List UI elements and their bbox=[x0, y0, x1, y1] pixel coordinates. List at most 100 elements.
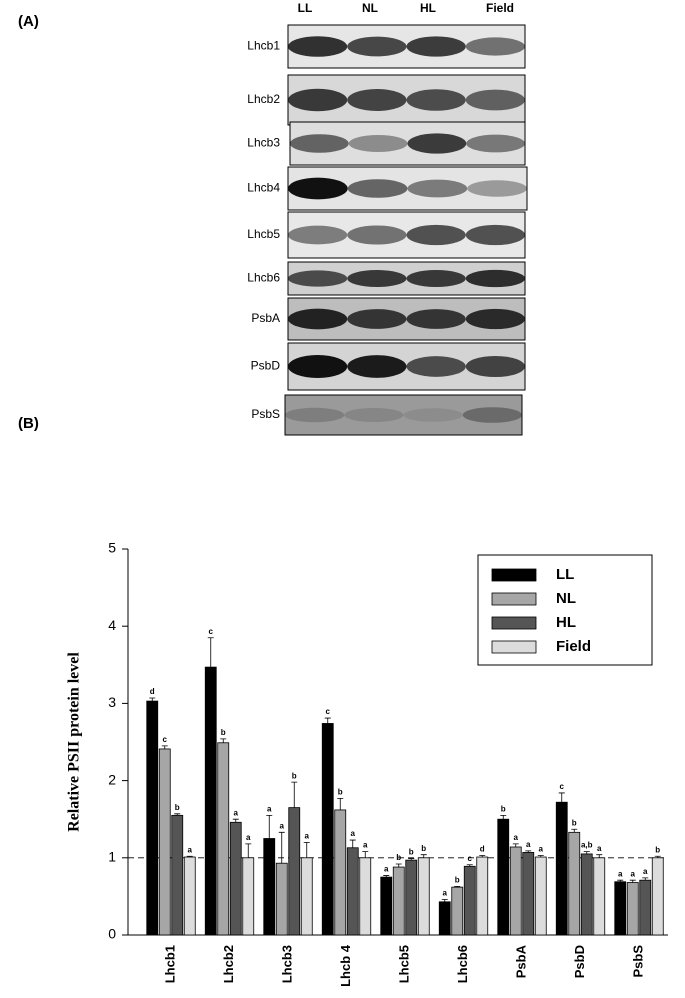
error-bar bbox=[596, 854, 603, 858]
band bbox=[465, 37, 525, 56]
band bbox=[406, 309, 466, 329]
significance-letter: a bbox=[384, 865, 389, 874]
band bbox=[465, 308, 525, 330]
band bbox=[347, 270, 407, 287]
panel-label: (B) bbox=[18, 415, 39, 432]
significance-letter: b bbox=[221, 728, 226, 737]
y-tick-label: 5 bbox=[108, 540, 116, 556]
significance-letter: a bbox=[631, 869, 636, 878]
bar bbox=[359, 857, 372, 936]
y-tick-label: 0 bbox=[108, 926, 116, 942]
x-tick-label: PsbD bbox=[572, 945, 587, 978]
lane-label: Field bbox=[486, 1, 514, 15]
bar bbox=[346, 847, 359, 936]
y-tick-label: 1 bbox=[108, 849, 116, 865]
band bbox=[288, 354, 348, 379]
error-bar bbox=[500, 814, 507, 820]
band bbox=[288, 36, 348, 57]
significance-letter: a bbox=[526, 840, 531, 849]
error-bar bbox=[232, 818, 239, 823]
significance-letter: a,b bbox=[581, 841, 593, 850]
bar bbox=[217, 742, 230, 936]
band bbox=[347, 36, 407, 57]
x-tick-label: Lhcb2 bbox=[221, 945, 236, 983]
bar bbox=[451, 886, 464, 936]
error-bar bbox=[537, 855, 544, 858]
error-bar bbox=[420, 854, 427, 858]
band bbox=[288, 225, 348, 245]
significance-letter: a bbox=[234, 808, 239, 817]
band bbox=[285, 407, 345, 423]
band bbox=[347, 89, 407, 111]
band bbox=[407, 133, 467, 154]
bar bbox=[334, 809, 347, 936]
significance-letter: a bbox=[643, 867, 648, 876]
error-bar bbox=[525, 850, 532, 853]
error-bar bbox=[479, 855, 486, 858]
bar bbox=[497, 818, 510, 936]
significance-letter: c bbox=[560, 782, 565, 791]
error-bar bbox=[512, 843, 519, 847]
bar bbox=[275, 862, 288, 936]
legend-swatch bbox=[491, 640, 537, 654]
row-label: Lhcb2 bbox=[247, 92, 280, 106]
band bbox=[348, 135, 408, 152]
legend-label: Field bbox=[556, 638, 591, 655]
error-bar bbox=[291, 781, 298, 808]
x-tick-label: Lhcb6 bbox=[455, 945, 470, 983]
bar bbox=[204, 666, 217, 936]
blot-panel: LL NL HL Field Lhcb1 Lhcb2 Lhcb3 Lhcb4 Lhcb5 Lhcb… bbox=[247, 1, 528, 436]
error-bar bbox=[324, 717, 331, 724]
bar bbox=[392, 866, 405, 936]
band bbox=[290, 134, 349, 153]
lane-label: LL bbox=[298, 1, 313, 15]
band bbox=[288, 88, 348, 112]
bar bbox=[300, 857, 313, 936]
band bbox=[465, 89, 525, 111]
band bbox=[467, 180, 527, 197]
y-tick-label: 3 bbox=[108, 694, 116, 710]
significance-letter: a bbox=[267, 804, 272, 813]
error-bar bbox=[558, 792, 565, 803]
band bbox=[403, 408, 463, 422]
legend-label: LL bbox=[556, 566, 574, 583]
error-bar bbox=[571, 828, 578, 833]
error-bar bbox=[207, 637, 214, 668]
band bbox=[347, 309, 407, 329]
row-label: PsbA bbox=[251, 311, 280, 325]
x-tick-label: Lhcb3 bbox=[279, 945, 294, 983]
lane-label: HL bbox=[420, 1, 436, 15]
significance-letter: a bbox=[443, 889, 448, 898]
row-label: Lhcb4 bbox=[247, 181, 280, 195]
bar bbox=[639, 879, 652, 936]
x-tick-label: PsbA bbox=[513, 944, 528, 978]
y-tick-label: 4 bbox=[108, 617, 116, 633]
bar bbox=[534, 856, 547, 936]
error-bar bbox=[454, 885, 461, 888]
legend-label: HL bbox=[556, 614, 576, 631]
bar bbox=[158, 748, 171, 936]
significance-letter: c bbox=[163, 735, 168, 744]
error-bar bbox=[654, 855, 661, 858]
significance-letter: a bbox=[280, 821, 285, 830]
error-bar bbox=[441, 899, 448, 902]
significance-letter: a bbox=[246, 833, 251, 842]
error-bar bbox=[466, 864, 473, 867]
row-label: Lhcb6 bbox=[247, 271, 280, 285]
error-bar bbox=[629, 879, 636, 883]
band bbox=[462, 407, 522, 423]
bar bbox=[380, 876, 393, 936]
error-bar bbox=[161, 745, 168, 749]
error-bar bbox=[337, 797, 344, 810]
significance-letter: d bbox=[480, 845, 485, 854]
bar bbox=[593, 857, 606, 936]
error-bar bbox=[245, 843, 252, 858]
bar bbox=[321, 723, 334, 936]
blot-box bbox=[284, 394, 523, 436]
lane-label: NL bbox=[362, 1, 378, 15]
significance-letter: b bbox=[409, 848, 414, 857]
error-bar bbox=[303, 841, 310, 858]
significance-letter: a bbox=[514, 833, 519, 842]
error-bar bbox=[395, 863, 402, 868]
